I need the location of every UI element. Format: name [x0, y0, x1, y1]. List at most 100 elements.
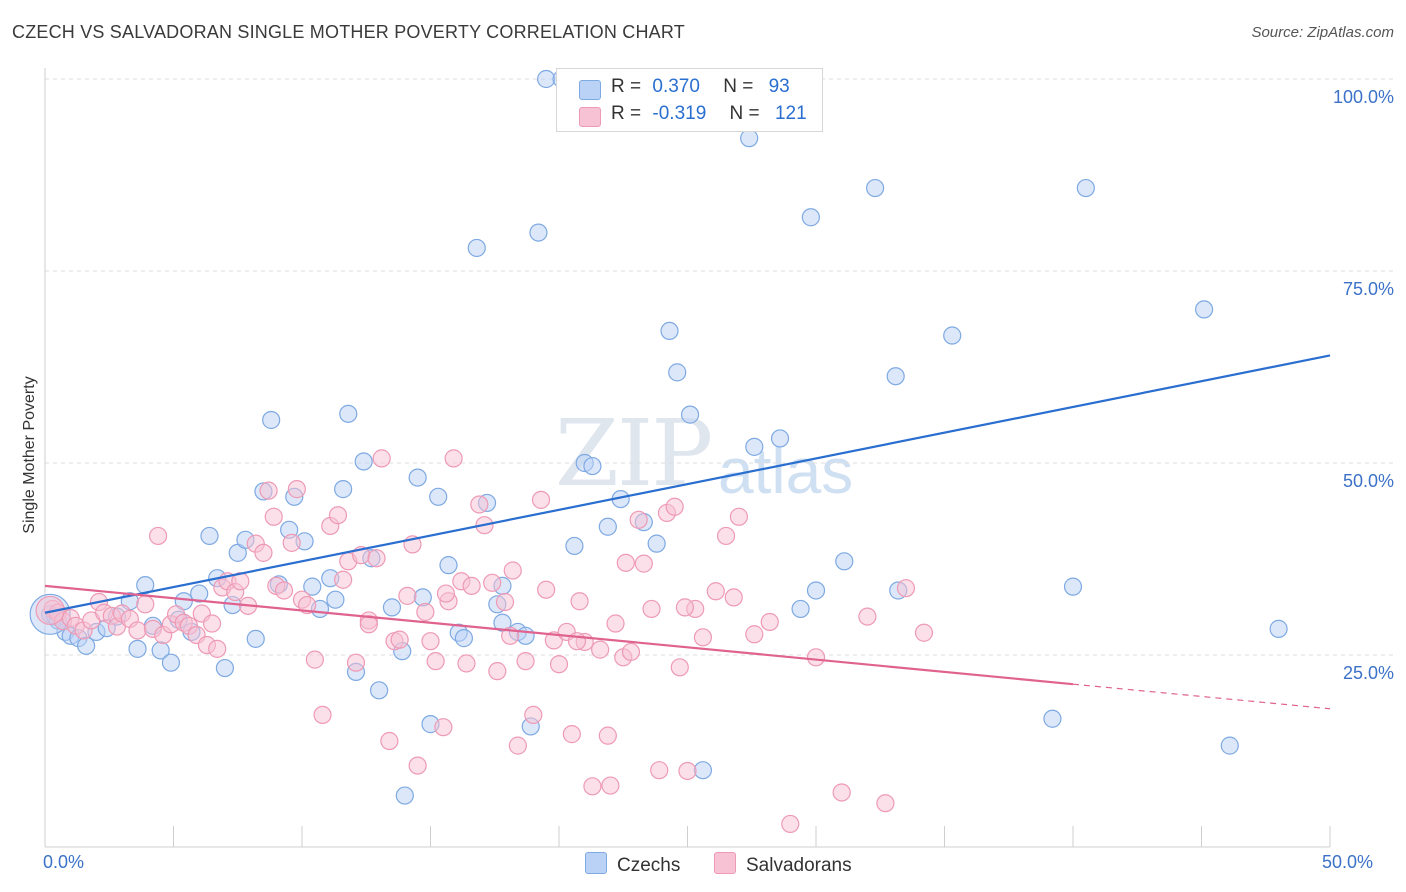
czech-point	[439, 556, 458, 575]
salvadoran-point	[670, 658, 689, 677]
salvadoran-point	[716, 526, 736, 546]
czech-point	[1063, 577, 1083, 596]
czech-point	[583, 456, 602, 476]
czech-point	[190, 584, 209, 603]
y-tick-label-100: 100.0%	[1332, 87, 1394, 107]
x-tick-label-max: 50.0%	[1322, 852, 1374, 872]
salvadoran-point	[444, 449, 463, 468]
salvadoran-point	[457, 654, 476, 673]
salvadoran-point	[634, 554, 653, 573]
y-tick-label-25: 25.0%	[1342, 663, 1394, 683]
legend-salvadorans: Salvadorans	[714, 852, 852, 877]
salvadoran-point	[421, 632, 440, 651]
salvadoran-point	[693, 628, 713, 647]
salvadoran-point	[537, 580, 556, 599]
czech-point	[128, 639, 147, 658]
salvadoran-point	[148, 526, 168, 546]
salvadoran-point	[562, 725, 581, 744]
salvadoran-point	[334, 570, 353, 589]
salvadoran-point	[781, 814, 800, 834]
salvadoran-point	[914, 623, 934, 642]
salvadoran-trend-line-extension	[1072, 683, 1331, 710]
czech-point	[303, 577, 322, 596]
czech-point	[467, 238, 486, 258]
salvadoran-point	[305, 650, 324, 669]
czech-point	[395, 786, 414, 805]
salvadoran-point	[426, 652, 445, 671]
czech-point	[454, 629, 474, 648]
czech-point	[161, 653, 181, 672]
salvadoran-point	[729, 507, 749, 526]
x-tick-label-min: 0.0%	[43, 852, 85, 872]
salvadoran-point	[570, 592, 589, 611]
czech-point	[354, 452, 373, 471]
salvadoran-point	[208, 639, 227, 658]
salvadoran-point	[706, 582, 725, 601]
salvadoran-point	[678, 761, 697, 781]
axes	[44, 68, 1331, 848]
czech-point	[866, 178, 885, 198]
salvadoran-point	[434, 718, 453, 737]
salvadoran-point	[832, 783, 851, 802]
salvadoran-r-value: -0.319	[652, 103, 707, 124]
salvadoran-point	[508, 736, 527, 755]
salvadoran-point	[598, 726, 617, 745]
czech-point	[1043, 709, 1062, 728]
salvadoran-point	[629, 510, 648, 529]
salvadoran-point	[516, 652, 535, 671]
czech-point	[246, 629, 265, 648]
stats-row-czech: R = 0.370 N = 93	[579, 76, 790, 100]
legend-czechs: Czechs	[585, 852, 680, 877]
czech-point	[647, 534, 666, 553]
salvadoran-point	[583, 777, 602, 796]
salvadoran-point	[313, 705, 332, 725]
salvadoran-point	[328, 506, 348, 525]
salvadoran-point	[858, 607, 877, 626]
salvadoran-point	[202, 614, 222, 633]
salvadoran-trend-line	[44, 584, 1074, 686]
salvadoran-point	[495, 592, 515, 612]
salvadoran-r-label: R =	[611, 103, 642, 124]
salvadoran-point	[380, 731, 399, 751]
czech-point	[886, 367, 905, 386]
czech-point	[745, 437, 764, 456]
salvadoran-point	[259, 481, 278, 500]
salvadoran-point	[264, 507, 283, 526]
salvadoran-point	[665, 497, 684, 516]
salvadoran-point	[254, 543, 273, 562]
legend-czech-swatch	[585, 852, 607, 874]
chart-title: CZECH VS SALVADORAN SINGLE MOTHER POVERT…	[12, 22, 685, 42]
czech-point	[429, 487, 448, 506]
salvadoran-point	[591, 640, 610, 659]
trend-lines	[44, 354, 1331, 710]
czech-point	[598, 517, 617, 536]
salvadoran-point	[544, 631, 563, 650]
czech-point	[668, 363, 687, 382]
czech-point	[660, 321, 679, 341]
salvadoran-point	[724, 588, 743, 607]
czech-point	[215, 658, 234, 678]
stats-box: R = 0.370 N = 93 R = -0.319 N = 121	[556, 68, 823, 132]
salvadoran-point	[876, 794, 895, 813]
salvadoran-point	[274, 581, 294, 600]
czech-point	[339, 404, 358, 423]
salvadoran-point	[436, 584, 456, 603]
salvadoran-point	[531, 490, 551, 509]
czech-point	[680, 405, 700, 424]
czech-point	[740, 129, 759, 148]
czech-point	[200, 526, 219, 546]
czech-swatch	[579, 80, 601, 100]
czech-point	[1076, 178, 1095, 198]
czech-points	[29, 69, 1288, 805]
salvadoran-point	[760, 612, 779, 632]
czech-point	[382, 598, 402, 617]
y-tick-label-75: 75.0%	[1342, 279, 1394, 299]
salvadoran-point	[462, 576, 481, 595]
czech-point	[370, 681, 389, 700]
czech-point	[1220, 736, 1239, 755]
salvadoran-point	[483, 573, 502, 592]
grid-lines	[45, 78, 1395, 656]
salvadoran-point	[616, 553, 635, 572]
czech-point	[1194, 300, 1214, 319]
